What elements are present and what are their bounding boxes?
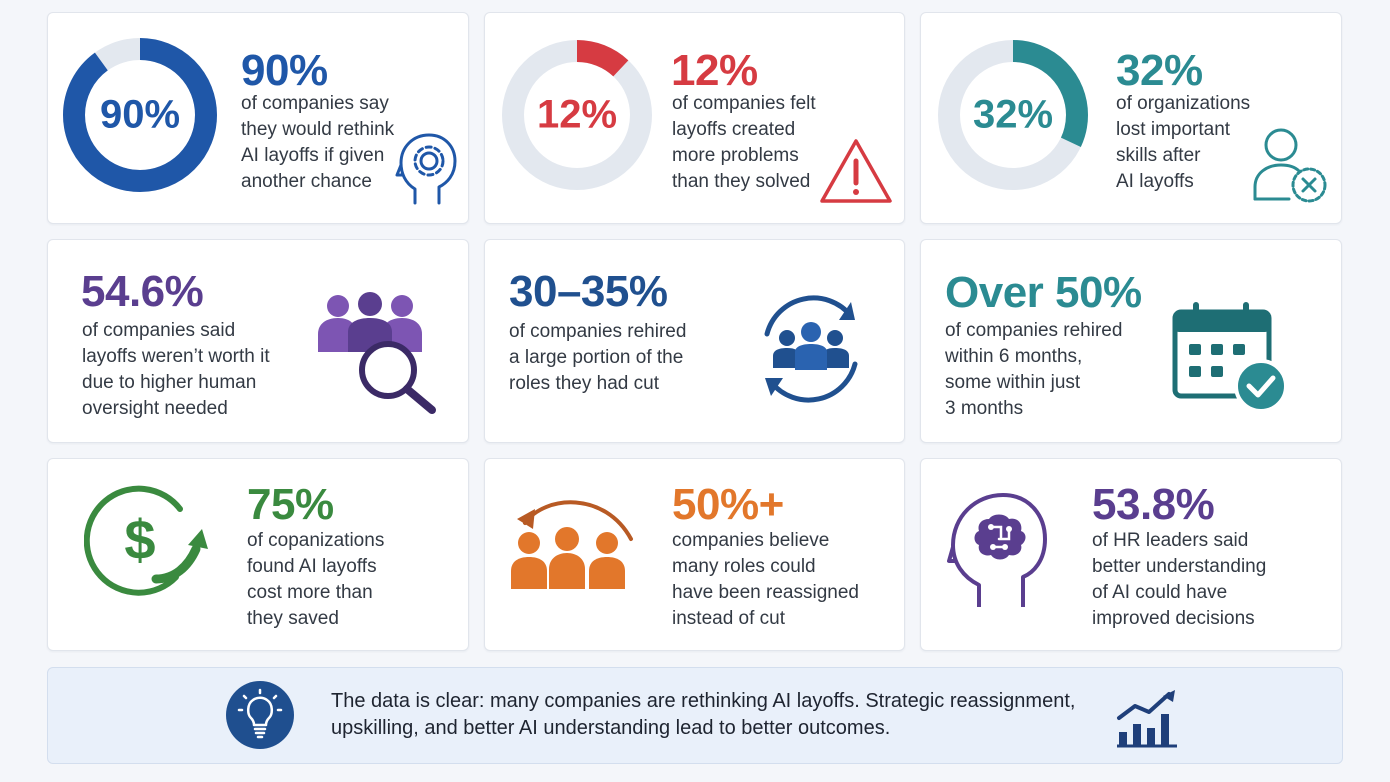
warning-icon bbox=[818, 137, 894, 205]
desc-line: of companies rehired bbox=[945, 320, 1123, 341]
stat-card-reassigned: 50%+ companies believe many roles could … bbox=[484, 458, 905, 651]
desc-line: another chance bbox=[241, 171, 372, 192]
desc-line: they would rethink bbox=[241, 119, 395, 140]
desc-line: more problems bbox=[672, 145, 799, 166]
desc-line: cost more than bbox=[247, 582, 373, 603]
stat-card-rehired-months: Over 50% of companies rehired within 6 m… bbox=[920, 239, 1342, 443]
donut-chart-12: 12% bbox=[499, 35, 655, 195]
stat-description: of organizations lost important skills a… bbox=[1116, 91, 1250, 195]
summary-line-2: upskilling, and better AI understanding … bbox=[331, 717, 891, 739]
desc-line: of copanizations bbox=[247, 530, 385, 551]
desc-line: of AI could have bbox=[1092, 582, 1228, 603]
desc-line: some within just bbox=[945, 372, 1081, 393]
stat-value: 90% bbox=[241, 46, 328, 95]
stat-value: 53.8% bbox=[1092, 480, 1215, 529]
desc-line: layoffs weren’t worth it bbox=[82, 346, 270, 367]
svg-text:$: $ bbox=[124, 508, 155, 571]
desc-line: due to higher human bbox=[82, 372, 257, 393]
desc-line: have been reassigned bbox=[672, 582, 859, 603]
desc-line: of organizations bbox=[1116, 93, 1251, 114]
desc-line: skills after bbox=[1116, 145, 1201, 166]
head-gear-icon bbox=[395, 131, 459, 207]
stat-card-rethink: 90% 90% of companies say they would reth… bbox=[47, 12, 469, 224]
people-search-icon bbox=[316, 290, 440, 414]
stat-description: of HR leaders said better understanding … bbox=[1092, 528, 1266, 632]
desc-line: AI layoffs if given bbox=[241, 145, 385, 166]
stat-value: 50%+ bbox=[672, 480, 784, 529]
desc-line: they saved bbox=[247, 608, 339, 629]
stat-value: 30–35% bbox=[509, 267, 668, 316]
desc-line: companies believe bbox=[672, 530, 830, 551]
desc-line: than they solved bbox=[672, 171, 811, 192]
stat-card-rehired-portion: 30–35% of companies rehired a large port… bbox=[484, 239, 905, 443]
desc-line: layoffs created bbox=[672, 119, 796, 140]
desc-line: roles they had cut bbox=[509, 373, 659, 394]
growth-chart-icon bbox=[1115, 688, 1181, 748]
stat-card-oversight: 54.6% of companies said layoffs weren’t … bbox=[47, 239, 469, 443]
desc-line: of companies felt bbox=[672, 93, 816, 114]
desc-line: oversight needed bbox=[82, 398, 228, 419]
desc-line: improved decisions bbox=[1092, 608, 1255, 629]
stat-card-problems: 12% 12% of companies felt layoffs create… bbox=[484, 12, 905, 224]
stat-value: 75% bbox=[247, 480, 334, 529]
stat-description: of companies say they would rethink AI l… bbox=[241, 91, 394, 195]
donut-chart-32: 32% bbox=[935, 35, 1091, 195]
donut-label: 90% bbox=[99, 92, 181, 137]
stat-description: of companies felt layoffs created more p… bbox=[672, 91, 816, 195]
stat-description: of copanizations found AI layoffs cost m… bbox=[247, 528, 384, 632]
calendar-check-icon bbox=[1169, 298, 1291, 414]
desc-line: of companies rehired bbox=[509, 321, 687, 342]
summary-banner: The data is clear: many companies are re… bbox=[47, 667, 1343, 764]
desc-line: within 6 months, bbox=[945, 346, 1083, 367]
stat-description: companies believe many roles could have … bbox=[672, 528, 859, 632]
desc-line: of companies said bbox=[82, 320, 236, 341]
desc-line: 3 months bbox=[945, 398, 1024, 419]
stat-value: 12% bbox=[671, 46, 758, 95]
dollar-arrow-icon: $ bbox=[83, 483, 212, 601]
desc-line: better understanding bbox=[1092, 556, 1267, 577]
donut-label: 12% bbox=[536, 92, 618, 137]
stat-value: 54.6% bbox=[81, 267, 204, 316]
stat-description: of companies said layoffs weren’t worth … bbox=[82, 318, 270, 422]
stat-card-hr-leaders: 53.8% of HR leaders said better understa… bbox=[920, 458, 1342, 651]
desc-line: of companies say bbox=[241, 93, 389, 114]
people-reassign-icon bbox=[505, 489, 637, 593]
desc-line: instead of cut bbox=[672, 608, 786, 629]
desc-line: lost important bbox=[1116, 119, 1231, 140]
user-remove-icon bbox=[1251, 123, 1331, 207]
donut-label: 32% bbox=[972, 92, 1054, 137]
stat-description: of companies rehired a large portion of … bbox=[509, 319, 686, 397]
stat-value: 32% bbox=[1116, 46, 1203, 95]
desc-line: of HR leaders said bbox=[1092, 530, 1249, 551]
desc-line: a large portion of the bbox=[509, 347, 684, 368]
stat-card-skills: 32% 32% of organizations lost important … bbox=[920, 12, 1342, 224]
head-circuit-icon bbox=[947, 485, 1051, 611]
summary-text: The data is clear: many companies are re… bbox=[331, 688, 1111, 742]
people-cycle-icon bbox=[753, 290, 869, 408]
donut-chart-90: 90% bbox=[62, 35, 218, 195]
lightbulb-icon bbox=[225, 680, 295, 750]
desc-line: many roles could bbox=[672, 556, 816, 577]
stat-value: Over 50% bbox=[945, 268, 1142, 317]
stat-card-cost: $ 75% of copanizations found AI layoffs … bbox=[47, 458, 469, 651]
stat-description: of companies rehired within 6 months, so… bbox=[945, 318, 1122, 422]
desc-line: AI layoffs bbox=[1116, 171, 1194, 192]
summary-line-1: The data is clear: many companies are re… bbox=[331, 690, 1076, 712]
desc-line: found AI layoffs bbox=[247, 556, 377, 577]
